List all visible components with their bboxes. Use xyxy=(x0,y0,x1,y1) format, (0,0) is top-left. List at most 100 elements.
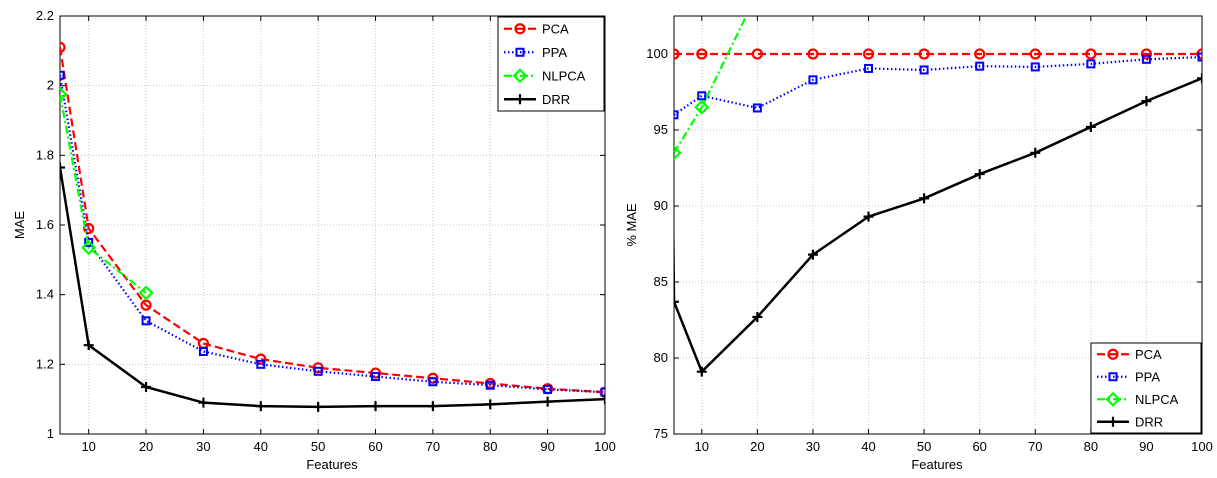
y-tick-label: 85 xyxy=(654,274,668,289)
data-point-drr xyxy=(1197,73,1202,84)
data-point-nlpca xyxy=(138,285,154,301)
x-axis-label: Features xyxy=(306,457,358,472)
series-group xyxy=(674,16,1202,377)
series-line-drr xyxy=(674,77,1202,374)
y-axis-label: % MAE xyxy=(624,203,639,247)
x-tick-label: 80 xyxy=(1084,439,1098,454)
data-point-ppa xyxy=(864,63,874,73)
data-point-drr xyxy=(1030,147,1041,158)
series-ppa xyxy=(674,52,1202,120)
data-point-drr xyxy=(863,211,874,222)
legend-marker xyxy=(512,68,528,84)
x-tick-label: 100 xyxy=(594,439,616,454)
legend-label: NLPCA xyxy=(1135,392,1179,407)
data-point-drr xyxy=(542,396,553,407)
data-point-drr xyxy=(427,401,438,412)
ticks: 10 20 30 40 50 60 70 80 90 100 1 1.2 1.4 1.6 1.8 2 2.2 xyxy=(36,8,616,454)
legend-label: PCA xyxy=(1135,347,1162,362)
x-tick-label: 30 xyxy=(806,439,820,454)
series-line-nlpca xyxy=(674,16,748,154)
x-tick-label: 20 xyxy=(139,439,153,454)
data-point-pca xyxy=(255,353,267,365)
legend-label: PPA xyxy=(542,45,567,60)
legend-item-pca: PCA xyxy=(1097,347,1162,362)
data-point-ppa xyxy=(256,359,266,369)
data-point-pca xyxy=(140,299,152,311)
data-point-ppa xyxy=(198,346,208,356)
series-nlpca xyxy=(60,86,154,301)
data-point-drr xyxy=(974,169,985,180)
left-chart: 10 20 30 40 50 60 70 80 90 100 1 1.2 1.4 1.6 1.8 2 2.2 F… xyxy=(12,8,616,472)
legend-marker xyxy=(515,47,525,57)
data-point-nlpca xyxy=(60,86,68,102)
legend-label: DRR xyxy=(542,92,570,107)
data-point-ppa xyxy=(141,316,151,326)
data-point-ppa xyxy=(975,61,985,71)
y-tick-label: 80 xyxy=(654,350,668,365)
y-tick-label: 95 xyxy=(654,122,668,137)
y-tick-label: 2.2 xyxy=(36,8,54,23)
data-point-drr xyxy=(60,162,65,173)
x-tick-label: 80 xyxy=(483,439,497,454)
legend-marker xyxy=(1108,372,1118,382)
series-drr xyxy=(674,73,1202,377)
series-line-ppa xyxy=(60,75,605,394)
y-tick-label: 1.4 xyxy=(36,287,54,302)
x-tick-label: 30 xyxy=(196,439,210,454)
y-tick-label: 1.8 xyxy=(36,147,54,162)
data-point-nlpca xyxy=(694,99,710,115)
data-point-ppa xyxy=(752,103,762,113)
data-point-nlpca xyxy=(81,240,97,256)
x-tick-label: 60 xyxy=(972,439,986,454)
legend-label: DRR xyxy=(1135,414,1163,429)
data-point-ppa xyxy=(1141,54,1151,64)
legend-label: PPA xyxy=(1135,369,1160,384)
data-point-pca xyxy=(1140,48,1153,60)
y-tick-label: 1 xyxy=(47,426,54,441)
legend: PCA PPA NLPCA DRR xyxy=(1090,342,1202,434)
data-point-drr xyxy=(600,394,605,405)
data-point-pca xyxy=(696,48,708,60)
y-tick-label: 75 xyxy=(654,426,668,441)
series-pca xyxy=(674,48,1202,60)
data-point-ppa xyxy=(313,366,323,376)
y-tick-label: 100 xyxy=(646,46,668,61)
data-point-pca xyxy=(751,48,763,60)
series-line-nlpca xyxy=(60,94,147,294)
series-group xyxy=(60,41,605,412)
y-tick-label: 1.6 xyxy=(36,217,54,232)
data-point-drr xyxy=(1141,96,1152,107)
data-point-drr xyxy=(1085,121,1096,132)
data-point-pca xyxy=(1085,48,1097,60)
x-tick-label: 40 xyxy=(254,439,268,454)
data-point-drr xyxy=(370,401,381,412)
series-line-pca xyxy=(60,47,605,394)
data-point-ppa xyxy=(808,75,818,85)
data-point-ppa xyxy=(84,237,94,247)
x-tick-label: 60 xyxy=(368,439,382,454)
x-axis-label: Features xyxy=(911,457,963,472)
y-axis-label: MAE xyxy=(12,211,27,240)
data-point-ppa xyxy=(543,384,553,394)
legend-marker xyxy=(515,94,525,105)
x-tick-label: 20 xyxy=(750,439,764,454)
data-point-drr xyxy=(141,381,152,392)
legend-item-ppa: PPA xyxy=(1097,369,1160,384)
legend-item-nlpca: NLPCA xyxy=(1097,391,1179,407)
legend-marker xyxy=(1108,416,1118,427)
series-nlpca xyxy=(674,16,748,161)
data-point-ppa xyxy=(1030,62,1040,72)
data-point-pca xyxy=(807,48,819,60)
data-point-drr xyxy=(485,399,496,410)
legend-item-nlpca: NLPCA xyxy=(504,68,586,84)
data-point-pca xyxy=(1029,48,1041,60)
series-drr xyxy=(60,162,605,412)
data-point-ppa xyxy=(919,65,929,75)
legend-item-drr: DRR xyxy=(1097,414,1163,429)
data-point-drr xyxy=(313,401,324,412)
data-point-drr xyxy=(83,340,94,351)
data-point-pca xyxy=(918,48,930,60)
data-point-drr xyxy=(752,311,763,322)
legend-label: PCA xyxy=(542,21,569,36)
data-point-ppa xyxy=(371,372,381,382)
